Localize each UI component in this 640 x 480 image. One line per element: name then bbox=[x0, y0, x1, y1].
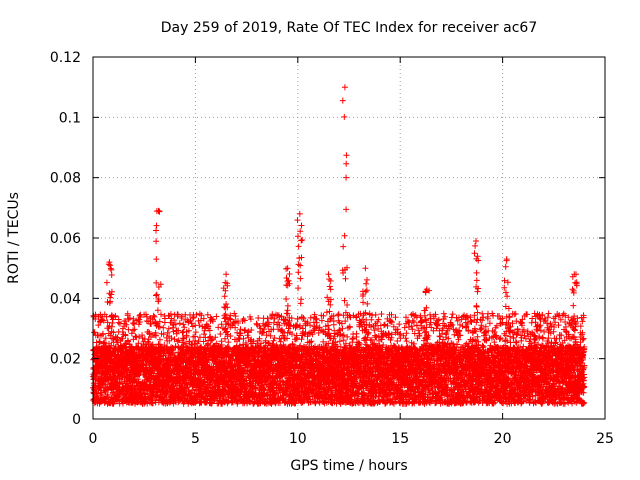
chart-title: Day 259 of 2019, Rate Of TEC Index for r… bbox=[161, 20, 537, 36]
y-tick-label: 0.1 bbox=[59, 110, 81, 126]
y-tick-label: 0.08 bbox=[50, 171, 81, 187]
roti-data-points bbox=[90, 84, 588, 407]
x-tick-label: 15 bbox=[391, 431, 409, 447]
y-axis-label: ROTI / TECUs bbox=[6, 192, 22, 284]
x-tick-label: 20 bbox=[494, 431, 512, 447]
y-tick-label: 0.06 bbox=[50, 231, 81, 247]
axes-layer: 0 5 10 15 20 25 0 0.02 0.04 0.06 0.08 0.1 0.12 bbox=[50, 50, 614, 447]
x-tick-label: 5 bbox=[191, 431, 200, 447]
y-tick-label: 0.04 bbox=[50, 291, 81, 307]
y-tick-label: 0 bbox=[72, 412, 81, 428]
x-tick-label: 25 bbox=[596, 431, 614, 447]
y-tick-label: 0.12 bbox=[50, 50, 81, 66]
y-tick-label: 0.02 bbox=[50, 352, 81, 368]
x-tick-label: 10 bbox=[289, 431, 307, 447]
x-axis-label: GPS time / hours bbox=[290, 458, 407, 474]
x-tick-label: 0 bbox=[89, 431, 98, 447]
data-points-layer bbox=[90, 84, 588, 407]
